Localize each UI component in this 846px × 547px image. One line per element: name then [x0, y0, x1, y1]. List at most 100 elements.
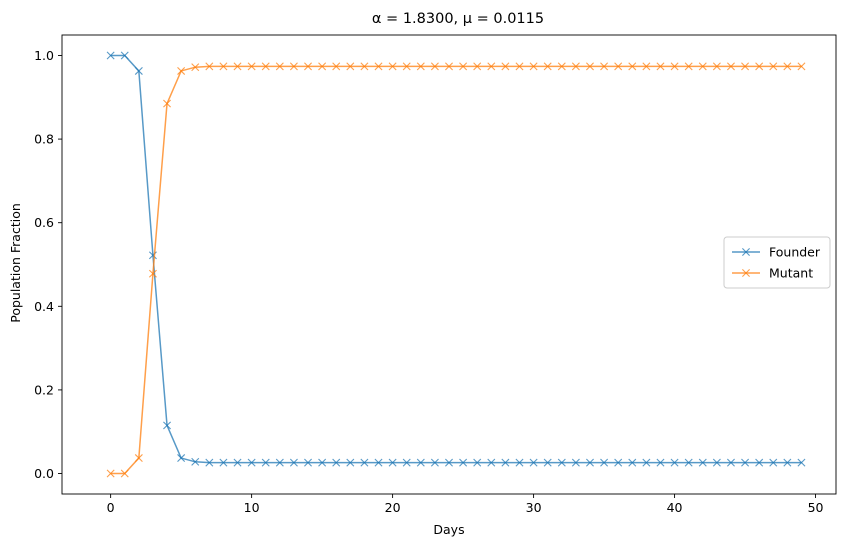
- data-point-founder: [416, 458, 425, 467]
- data-point-founder: [163, 421, 172, 430]
- x-tick-label: 40: [667, 500, 683, 515]
- data-point-mutant: [529, 62, 538, 71]
- data-point-founder: [289, 458, 298, 467]
- plot-area: [61, 34, 837, 495]
- data-point-mutant: [247, 62, 256, 71]
- data-point-mutant: [769, 62, 778, 71]
- data-point-founder: [656, 458, 665, 467]
- data-point-founder: [698, 458, 707, 467]
- data-point-founder: [445, 458, 453, 467]
- data-point-founder: [769, 458, 778, 467]
- legend-marker-founder: [742, 248, 750, 256]
- data-point-founder: [205, 458, 214, 467]
- data-point-founder: [642, 458, 651, 467]
- y-axis: 0.0 0.2 0.4 0.6 0.8 1.0: [34, 48, 62, 481]
- data-point-mutant: [332, 62, 341, 71]
- data-point-founder: [628, 458, 637, 467]
- data-point-founder: [783, 458, 792, 467]
- data-point-founder: [275, 458, 284, 467]
- data-point-founder: [388, 458, 397, 467]
- legend-marker-mutant: [742, 269, 750, 277]
- data-point-mutant: [163, 99, 172, 108]
- data-point-mutant: [275, 62, 284, 71]
- series-line-founder: [110, 54, 802, 464]
- data-point-founder: [134, 66, 143, 75]
- data-point-mutant: [416, 62, 425, 71]
- data-point-mutant: [684, 62, 693, 71]
- legend: Founder Mutant: [723, 236, 831, 289]
- data-point-founder: [360, 458, 369, 467]
- data-point-mutant: [289, 62, 298, 71]
- data-point-mutant: [459, 62, 468, 71]
- data-point-founder: [797, 458, 806, 467]
- data-point-mutant: [261, 62, 270, 71]
- data-point-mutant: [515, 62, 524, 71]
- data-point-mutant: [585, 62, 594, 71]
- y-tick-label: 0.6: [34, 215, 54, 230]
- data-point-founder: [557, 458, 566, 467]
- data-point-founder: [318, 458, 327, 467]
- data-point-founder: [346, 458, 355, 467]
- data-point-mutant: [360, 62, 369, 71]
- data-point-mutant: [205, 62, 214, 71]
- data-point-mutant: [430, 62, 439, 71]
- data-point-founder: [741, 458, 750, 467]
- chart-title: α = 1.8300, μ = 0.0115: [372, 11, 544, 27]
- data-point-mutant: [712, 62, 721, 71]
- data-point-founder: [402, 458, 411, 467]
- plot-frame: [61, 34, 837, 495]
- data-point-mutant: [487, 62, 496, 71]
- data-point-founder: [233, 458, 242, 467]
- data-point-mutant: [191, 63, 200, 72]
- data-point-founder: [304, 458, 313, 467]
- data-point-mutant: [402, 62, 411, 71]
- data-point-mutant: [614, 62, 623, 71]
- data-point-founder: [571, 458, 580, 467]
- data-point-mutant: [571, 62, 580, 71]
- x-axis-label: Days: [433, 522, 464, 537]
- data-point-founder: [430, 458, 439, 467]
- data-point-mutant: [219, 62, 228, 71]
- data-point-mutant: [374, 62, 383, 71]
- data-point-founder: [120, 51, 129, 60]
- data-point-mutant: [741, 62, 750, 71]
- data-point-founder: [543, 458, 552, 467]
- data-point-founder: [473, 458, 482, 467]
- data-point-founder: [501, 458, 510, 467]
- data-point-mutant: [233, 62, 242, 71]
- data-point-founder: [332, 458, 341, 467]
- data-point-mutant: [642, 62, 651, 71]
- data-point-mutant: [797, 62, 806, 71]
- data-point-founder: [614, 458, 623, 467]
- data-point-founder: [459, 458, 468, 467]
- y-axis-label: Population Fraction: [8, 203, 23, 323]
- data-point-founder: [515, 458, 524, 467]
- data-point-mutant: [473, 62, 482, 71]
- data-point-mutant: [557, 62, 566, 71]
- x-tick-label: 20: [385, 500, 401, 515]
- legend-item-founder: Founder: [732, 245, 821, 260]
- legend-label-founder: Founder: [769, 245, 821, 260]
- data-point-founder: [755, 458, 764, 467]
- data-point-mutant: [177, 66, 186, 75]
- data-point-founder: [247, 458, 256, 467]
- legend-label-mutant: Mutant: [769, 266, 813, 281]
- data-point-mutant: [148, 269, 157, 278]
- data-point-mutant: [318, 62, 327, 71]
- data-point-founder: [261, 458, 270, 467]
- data-point-mutant: [783, 62, 792, 71]
- y-tick-label: 1.0: [34, 48, 54, 63]
- data-point-founder: [487, 458, 496, 467]
- legend-item-mutant: Mutant: [732, 266, 813, 281]
- data-point-mutant: [134, 454, 143, 463]
- y-tick-label: 0.0: [34, 466, 54, 481]
- data-point-founder: [219, 458, 228, 467]
- data-point-mutant: [670, 62, 679, 71]
- x-axis: 0 10 20 30 40 50: [107, 494, 824, 515]
- x-tick-label: 0: [107, 500, 115, 515]
- series-line-mutant: [110, 65, 802, 475]
- data-point-mutant: [726, 62, 735, 71]
- data-point-founder: [726, 458, 735, 467]
- y-tick-label: 0.2: [34, 382, 54, 397]
